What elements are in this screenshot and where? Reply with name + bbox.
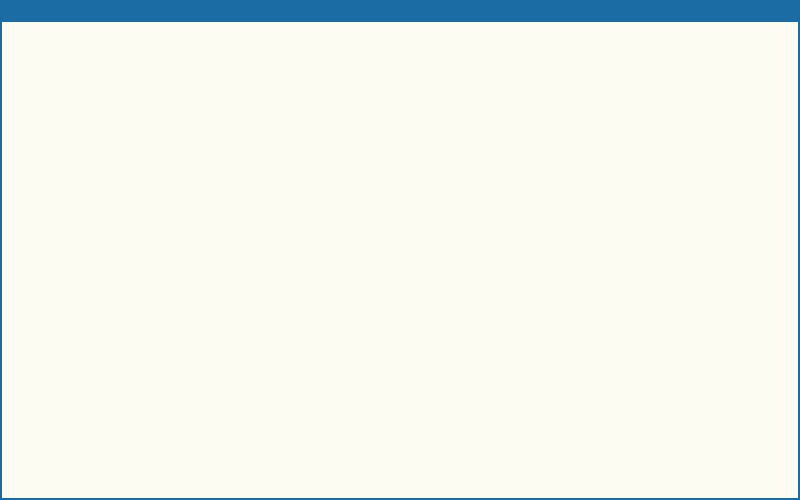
wind-speed-line-chart (2, 22, 798, 498)
chart-title-bar (2, 2, 798, 22)
chart-area (2, 22, 798, 498)
